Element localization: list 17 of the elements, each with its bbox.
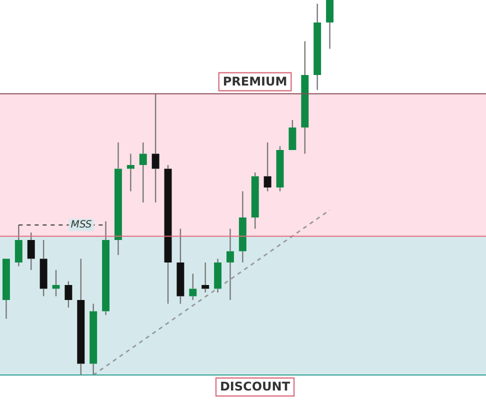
candlestick — [238, 190, 246, 264]
candlestick — [14, 224, 22, 267]
band-label: PREMIUM — [222, 74, 288, 88]
candlestick — [90, 303, 98, 376]
candlestick — [114, 142, 122, 256]
candlestick — [126, 153, 134, 192]
candlestick — [314, 3, 322, 91]
candlestick — [152, 93, 160, 204]
candlestick — [102, 220, 110, 316]
candlestick — [77, 258, 85, 376]
candlestick — [226, 228, 234, 301]
band-label: DISCOUNT — [220, 380, 291, 394]
candlestick — [202, 262, 210, 294]
ref-line-label: MSS — [70, 220, 92, 231]
candlestick — [214, 258, 222, 294]
candlestick — [139, 142, 147, 204]
candlestick — [301, 40, 309, 154]
